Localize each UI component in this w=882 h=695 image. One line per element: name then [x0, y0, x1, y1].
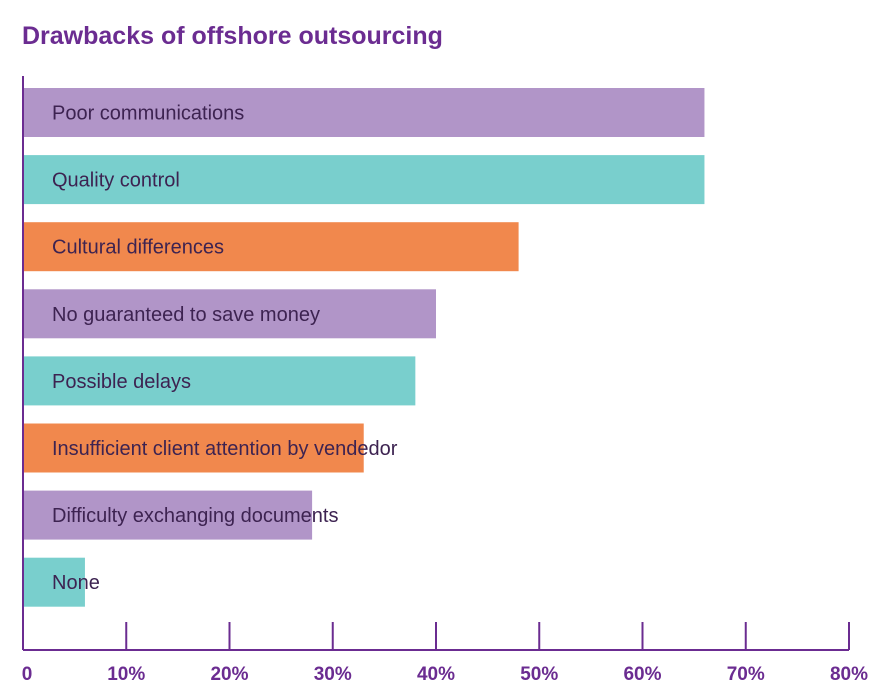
bar-5: [23, 423, 364, 473]
axes-group: 0 10% 20% 30% 40% 50% 60% 70% 80%: [22, 76, 868, 685]
bar-0: [23, 88, 705, 137]
bars-group: Poor communications Quality control Cultur…: [23, 88, 705, 607]
x-tick-label-3: 30%: [314, 664, 352, 685]
x-tick-label-5: 50%: [520, 664, 558, 685]
bar-label-1: Quality control: [52, 170, 180, 192]
bar-7: [23, 557, 85, 607]
bar-label-0: Poor communications: [52, 103, 244, 125]
bar-label-2: Cultural differences: [52, 237, 224, 259]
x-tick-label-7: 70%: [727, 664, 765, 685]
x-tick-label-6: 60%: [623, 664, 661, 685]
x-tick-label-0: 0: [22, 664, 33, 685]
x-tick-label-4: 40%: [417, 664, 455, 685]
bar-label-3: No guaranteed to save money: [52, 304, 320, 326]
bar-label-5: Insufficient client attention by vendedo…: [52, 438, 398, 460]
bar-2: [23, 222, 519, 272]
bar-6: [23, 490, 313, 540]
bar-3: [23, 289, 436, 339]
bar-4: [23, 356, 416, 406]
x-tick-label-1: 10%: [107, 664, 145, 685]
bar-label-4: Possible delays: [52, 371, 191, 393]
bar-1: [23, 155, 705, 205]
bar-label-7: None: [52, 572, 100, 594]
chart-title: Drawbacks of offshore outsourcing: [22, 22, 443, 50]
x-tick-label-8: 80%: [830, 664, 868, 685]
x-tick-label-2: 20%: [210, 664, 248, 685]
bar-label-6: Difficulty exchanging documents: [52, 505, 338, 527]
